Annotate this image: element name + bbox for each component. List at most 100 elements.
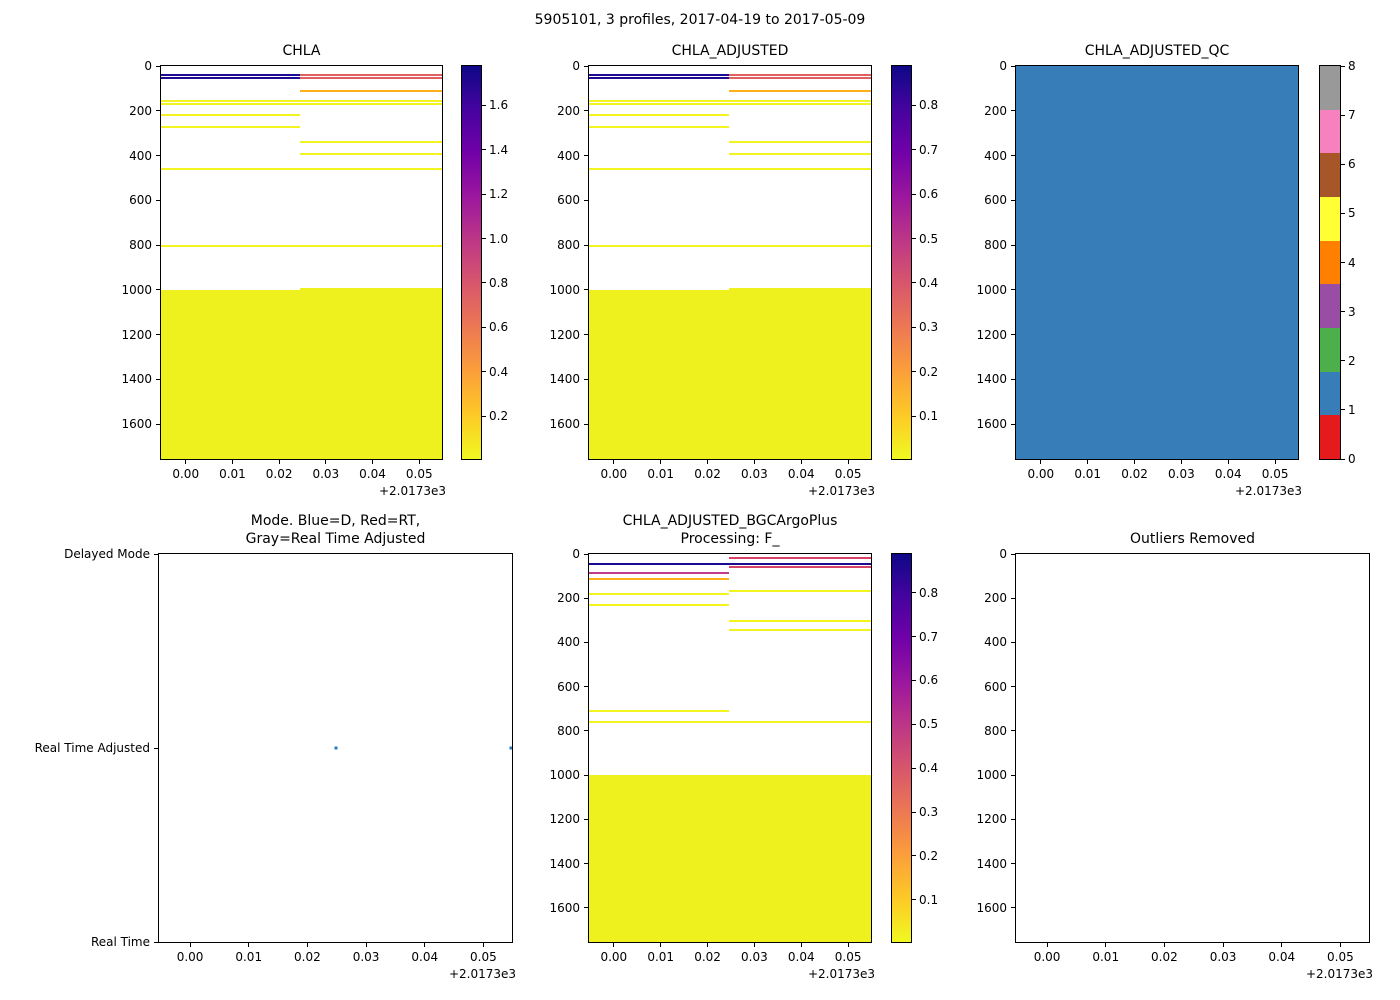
panel-title: Mode. Blue=D, Red=RT, Gray=Real Time Adj… [245,512,426,547]
y-tick-label: 0 [999,547,1007,561]
heatmap-band [728,556,871,559]
y-tick [1011,289,1015,291]
colorbar-tick [912,592,916,594]
x-tick-label: 0.01 [1074,467,1102,481]
panel-title: CHLA [282,42,321,59]
x-tick [707,460,709,464]
y-tick-label: 0 [144,59,152,73]
heatmap-band [161,102,442,105]
x-tick-label: 0.05 [834,950,862,964]
plot-area [589,66,871,459]
y-tick [154,941,158,943]
y-tick [1011,774,1015,776]
heatmap-band [589,126,729,129]
colorbar-tick [912,811,916,813]
y-tick-label: 600 [129,193,152,208]
plot-area [161,66,442,459]
y-tick-label: 1400 [976,856,1007,871]
colorbar-tick [912,415,916,417]
x-axis-offset-label: +2.0173e3 [378,484,446,498]
plot-area [159,554,512,942]
x-tick [1227,460,1229,464]
colorbar-tick-label: 0.7 [919,629,939,644]
x-tick-label: 0.02 [1121,467,1148,481]
y-tick [156,334,160,336]
x-tick-label: 0.04 [1268,950,1296,964]
x-tick-label: 0.01 [647,950,675,964]
y-tick-label: 1000 [549,768,580,783]
y-tick-label: 600 [984,193,1007,208]
figure-title: 5905101, 3 profiles, 2017-04-19 to 2017-… [534,12,866,28]
heatmap-band [589,709,729,712]
x-tick-label: 0.00 [1033,950,1061,964]
x-tick [1281,943,1283,947]
heatmap-band [589,76,729,79]
y-tick [584,199,588,201]
heatmap-band [589,604,729,607]
colorbar-tick-label: 1.2 [489,187,509,202]
x-axis-offset-label: +2.0173e3 [448,967,516,981]
colorbar-tick-label: 1.0 [489,231,509,246]
x-axis-offset-label: +2.0173e3 [1234,484,1302,498]
y-tick-label: 0 [999,59,1007,73]
y-tick [584,334,588,336]
y-tick [584,818,588,820]
colorbar-tick [482,415,486,417]
y-tick [1011,155,1015,157]
y-tick [1011,199,1015,201]
colorbar-segment [1320,327,1340,372]
x-tick-label: 0.04 [1214,467,1242,481]
heatmap-band [161,114,301,117]
colorbar-tick [1341,409,1345,411]
heatmap-band [589,720,871,723]
colorbar-tick-label: 0.4 [919,761,939,776]
y-tick-label: 0 [572,547,580,561]
y-tick [156,378,160,380]
x-axis-offset-label: +2.0173e3 [807,484,875,498]
y-tick [1011,244,1015,246]
y-tick [1011,65,1015,67]
y-tick [584,553,588,555]
colorbar-tick-label: 6 [1348,157,1356,172]
colorbar-tick [912,855,916,857]
colorbar-tick [482,282,486,284]
x-tick [325,460,327,464]
colorbar-tick-label: 0.1 [919,892,939,907]
colorbar-tick-label: 2 [1348,353,1356,368]
y-tick-label: 1200 [121,327,152,342]
x-tick-label: 0.01 [647,467,675,481]
mode-marker [334,746,337,750]
x-tick [248,943,250,947]
y-tick-label: 1400 [549,372,580,387]
x-tick [1105,943,1107,947]
heatmap-band [300,74,442,77]
y-tick [156,110,160,112]
x-tick-label: 0.05 [405,467,433,481]
heatmap-band [728,141,871,144]
x-axis-offset-label: +2.0173e3 [1305,967,1373,981]
heatmap-band [589,99,871,102]
y-tick-label: 1200 [976,327,1007,342]
y-tick [156,244,160,246]
heatmap-band [589,571,729,574]
deep-yellow-block-left [161,289,301,459]
y-tick-label: 1000 [121,282,152,297]
colorbar: 0.8 0.7 0.6 0.5 0.4 0.3 0.2 0.1 [891,65,938,460]
x-axis-offset-label: +2.0173e3 [807,967,875,981]
colorbar-tick-label: 0.8 [919,98,939,113]
y-tick [154,747,158,749]
colorbar-tick-label: 0.6 [919,673,939,688]
heatmap-band [300,76,442,79]
colorbar-tick-label: 7 [1348,108,1356,123]
colorbar-tick-label: 0.6 [489,320,509,335]
y-tick [584,289,588,291]
x-tick-label: 0.02 [694,467,721,481]
x-tick [1134,460,1136,464]
heatmap-band [161,74,301,77]
x-tick-label: 0.01 [1092,950,1120,964]
y-tick [584,423,588,425]
y-tick-label: 1400 [121,372,152,387]
x-tick [482,943,484,947]
colorbar-tick [1341,163,1345,165]
heatmap-band [589,593,729,596]
